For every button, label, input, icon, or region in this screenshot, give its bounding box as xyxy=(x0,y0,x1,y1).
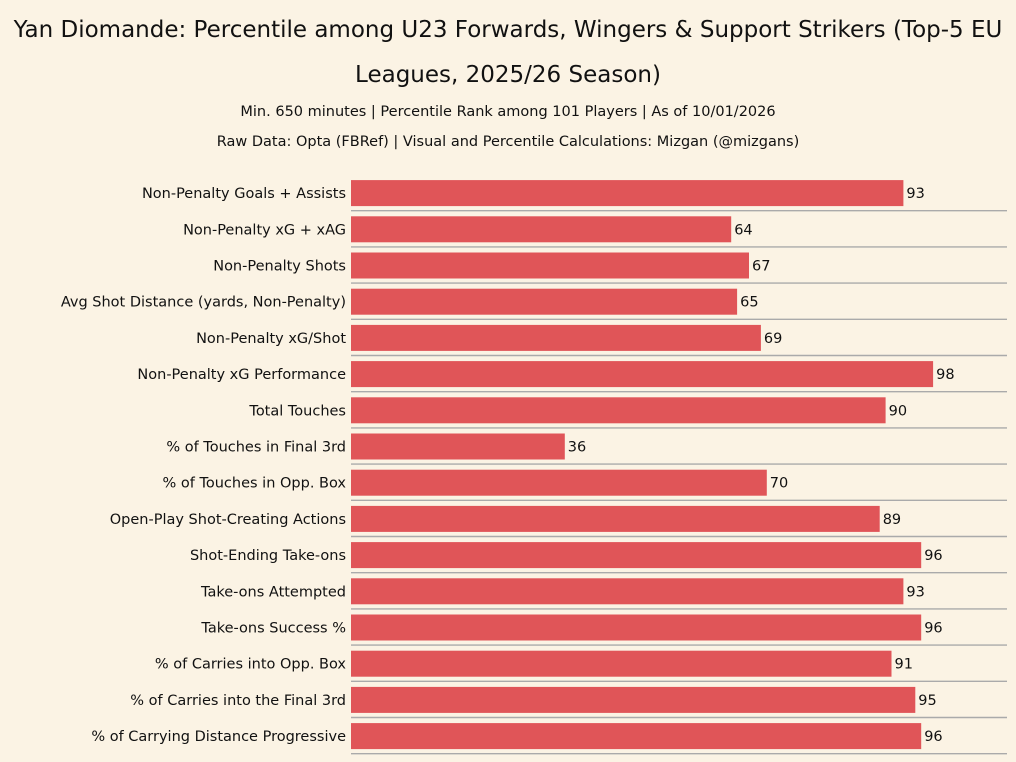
category-label: Non-Penalty xG/Shot xyxy=(196,331,346,347)
category-label: % of Touches in Opp. Box xyxy=(163,476,347,492)
category-label: Non-Penalty Goals + Assists xyxy=(142,186,346,202)
value-label: 90 xyxy=(889,403,907,419)
chart-title: Yan Diomande: Percentile among U23 Forwa… xyxy=(13,17,1003,88)
chart-subtitle-source: Raw Data: Opta (FBRef) | Visual and Perc… xyxy=(216,134,800,150)
value-label: 65 xyxy=(740,295,758,311)
value-label: 93 xyxy=(906,584,924,600)
category-labels: Non-Penalty Goals + Assists Non-Penalty x… xyxy=(61,186,347,745)
bar xyxy=(351,324,761,351)
value-label: 69 xyxy=(764,331,782,347)
category-label: Take-ons Attempted xyxy=(200,584,346,600)
category-label: Non-Penalty xG + xAG xyxy=(183,222,346,238)
bar xyxy=(351,650,892,677)
value-label: 89 xyxy=(883,512,901,528)
value-label: 96 xyxy=(924,729,942,745)
value-label: 96 xyxy=(924,548,942,564)
category-label: Non-Penalty xG Performance xyxy=(137,367,346,383)
category-label: Shot-Ending Take-ons xyxy=(190,548,346,564)
value-label: 70 xyxy=(770,476,788,492)
bar xyxy=(351,505,880,532)
value-labels: 93 64 67 65 69 98 90 36 70 89 96 93 96 91 95 96 xyxy=(568,186,955,745)
bar xyxy=(351,216,732,243)
category-label: % of Carrying Distance Progressive xyxy=(91,729,346,745)
bar xyxy=(351,180,904,207)
chart-subtitle-criteria: Min. 650 minutes | Percentile Rank among… xyxy=(240,104,776,120)
row-separators xyxy=(351,209,1007,755)
category-label: % of Touches in Final 3rd xyxy=(166,440,346,456)
bar xyxy=(351,397,886,424)
value-label: 91 xyxy=(895,657,913,673)
bar xyxy=(351,614,922,641)
value-label: 93 xyxy=(906,186,924,202)
bar xyxy=(351,288,738,315)
value-label: 95 xyxy=(918,693,936,709)
value-label: 64 xyxy=(734,222,752,238)
bar xyxy=(351,723,922,750)
bar xyxy=(351,361,934,388)
category-label: Take-ons Success % xyxy=(200,621,346,637)
bar xyxy=(351,578,904,605)
bar xyxy=(351,542,922,569)
value-label: 96 xyxy=(924,621,942,637)
bar xyxy=(351,433,565,460)
category-label: Avg Shot Distance (yards, Non-Penalty) xyxy=(61,295,346,311)
category-label: Open-Play Shot-Creating Actions xyxy=(110,512,346,528)
value-label: 98 xyxy=(936,367,954,383)
category-label: % of Carries into the Final 3rd xyxy=(130,693,346,709)
category-label: % of Carries into Opp. Box xyxy=(155,657,347,673)
category-label: Non-Penalty Shots xyxy=(213,259,346,275)
value-label: 36 xyxy=(568,440,586,456)
bars xyxy=(351,180,934,750)
value-label: 67 xyxy=(752,259,770,275)
bar xyxy=(351,252,749,279)
bar xyxy=(351,469,767,496)
bar xyxy=(351,686,916,713)
category-label: Total Touches xyxy=(248,403,346,419)
